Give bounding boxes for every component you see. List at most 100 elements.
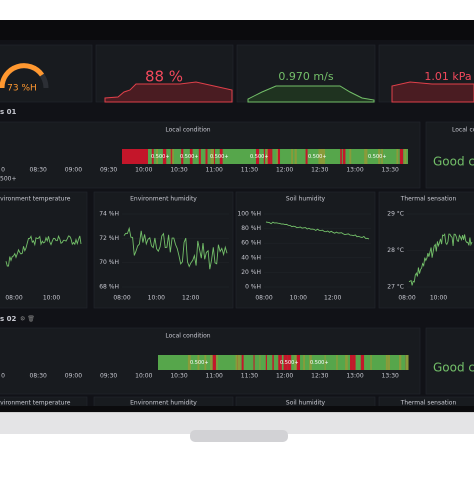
x-tick-label: 10:00 xyxy=(148,295,165,302)
trace xyxy=(265,221,370,240)
y-tick-label: 74 %H xyxy=(99,211,119,218)
trace xyxy=(123,226,228,270)
state-stripe xyxy=(267,149,271,164)
state-stripe xyxy=(198,149,201,164)
time-label: 0 xyxy=(1,167,5,174)
state-stripe xyxy=(205,149,208,164)
x-tick-label: 12:00 xyxy=(182,295,199,302)
state-stripe xyxy=(210,355,213,370)
y-tick-label: 20 %H xyxy=(241,269,261,276)
panel xyxy=(425,327,474,395)
time-label: 11:30 xyxy=(241,167,258,174)
y-tick-label: 29 °C xyxy=(387,211,404,218)
panel-title: Environment humidity xyxy=(130,400,197,407)
state-stripe xyxy=(336,355,338,370)
y-tick-label: 27 °C xyxy=(387,284,404,291)
panel xyxy=(0,191,88,309)
state-stripe xyxy=(265,355,267,370)
state-stripe xyxy=(342,149,346,164)
time-label: 0 xyxy=(1,373,5,380)
time-label: 09:30 xyxy=(100,167,117,174)
state-label: 0.500+ xyxy=(368,154,387,160)
state-stripe xyxy=(216,355,218,370)
panel xyxy=(235,191,376,309)
state-stripe xyxy=(241,355,244,370)
time-label: 12:00 xyxy=(276,373,293,380)
state-stripe xyxy=(364,149,368,164)
state-stripe xyxy=(283,355,285,370)
state-stripe xyxy=(171,149,173,164)
time-label: 13:00 xyxy=(346,167,363,174)
x-tick-label: 08:00 xyxy=(113,295,130,302)
state-stripe xyxy=(156,149,159,164)
status-value: Good co xyxy=(433,361,474,375)
panel xyxy=(93,191,234,309)
state-stripe xyxy=(396,149,399,164)
state-stripe xyxy=(405,355,409,370)
state-stripe xyxy=(212,149,216,164)
state-label: 0.500+ xyxy=(280,360,299,366)
state-stripe xyxy=(295,355,297,370)
state-stripe xyxy=(296,355,301,370)
time-label: 10:00 xyxy=(135,373,152,380)
y-tick-label: 100 %H xyxy=(237,211,261,218)
panel xyxy=(378,191,474,309)
status-value: Good co xyxy=(433,155,474,169)
state-stripe xyxy=(151,149,154,164)
state-stripe xyxy=(197,355,200,370)
state-stripe xyxy=(303,355,305,370)
state-stripe xyxy=(235,355,238,370)
panel-title: Soil humidity xyxy=(286,196,326,203)
state-label: 0.500+ xyxy=(210,154,229,160)
state-stripe xyxy=(294,355,296,370)
stat-value: 1.01 kPa xyxy=(424,70,471,83)
panel-title: Soil humidity xyxy=(286,400,326,407)
y-tick-label: 40 %H xyxy=(241,254,261,261)
state-stripe xyxy=(399,149,404,164)
time-label: 13:00 xyxy=(346,373,363,380)
state-stripe xyxy=(323,149,326,164)
panel-title: Thermal sensation xyxy=(400,196,457,203)
state-stripe xyxy=(360,355,365,370)
state-stripe xyxy=(284,355,288,370)
stat-value: 88 % xyxy=(145,68,183,86)
state-label: 0.500+ xyxy=(151,154,170,160)
time-label: 08:30 xyxy=(30,167,47,174)
state-stripe xyxy=(237,355,241,370)
state-stripe xyxy=(305,149,308,164)
state-stripe xyxy=(291,149,293,164)
state-label: 0.500+ xyxy=(310,360,329,366)
y-tick-label: 28 °C xyxy=(387,247,404,254)
state-stripe xyxy=(340,149,342,164)
y-tick-label: 72 %H xyxy=(99,235,119,242)
state-stripe xyxy=(187,355,191,370)
time-label: 13:30 xyxy=(382,373,399,380)
state-stripe xyxy=(287,355,292,370)
state-stripe xyxy=(309,355,312,370)
stat-spark xyxy=(391,81,474,103)
y-tick-label: 60 %H xyxy=(241,240,261,247)
panel-title: Local co xyxy=(452,127,474,134)
state-stripe xyxy=(276,149,279,164)
state-stripe xyxy=(271,149,273,164)
time-label: 09:30 xyxy=(100,373,117,380)
notch xyxy=(190,430,288,442)
x-tick-label: 10:00 xyxy=(430,295,447,302)
state-stripe xyxy=(318,149,320,164)
time-label: 11:30 xyxy=(241,373,258,380)
panel-title: Thermal sensation xyxy=(400,400,457,407)
state-stripe xyxy=(212,355,216,370)
y-tick-label: 70 %H xyxy=(99,259,119,266)
time-label: 11:00 xyxy=(206,373,223,380)
time-label: 10:30 xyxy=(170,373,187,380)
state-stripe xyxy=(378,149,381,164)
state-stripe xyxy=(170,149,174,164)
state-stripe xyxy=(320,149,324,164)
state-stripe xyxy=(294,149,297,164)
panel-title: Environment temperature xyxy=(0,196,71,203)
x-tick-label: 08:00 xyxy=(5,295,22,302)
state-stripe xyxy=(345,355,348,370)
